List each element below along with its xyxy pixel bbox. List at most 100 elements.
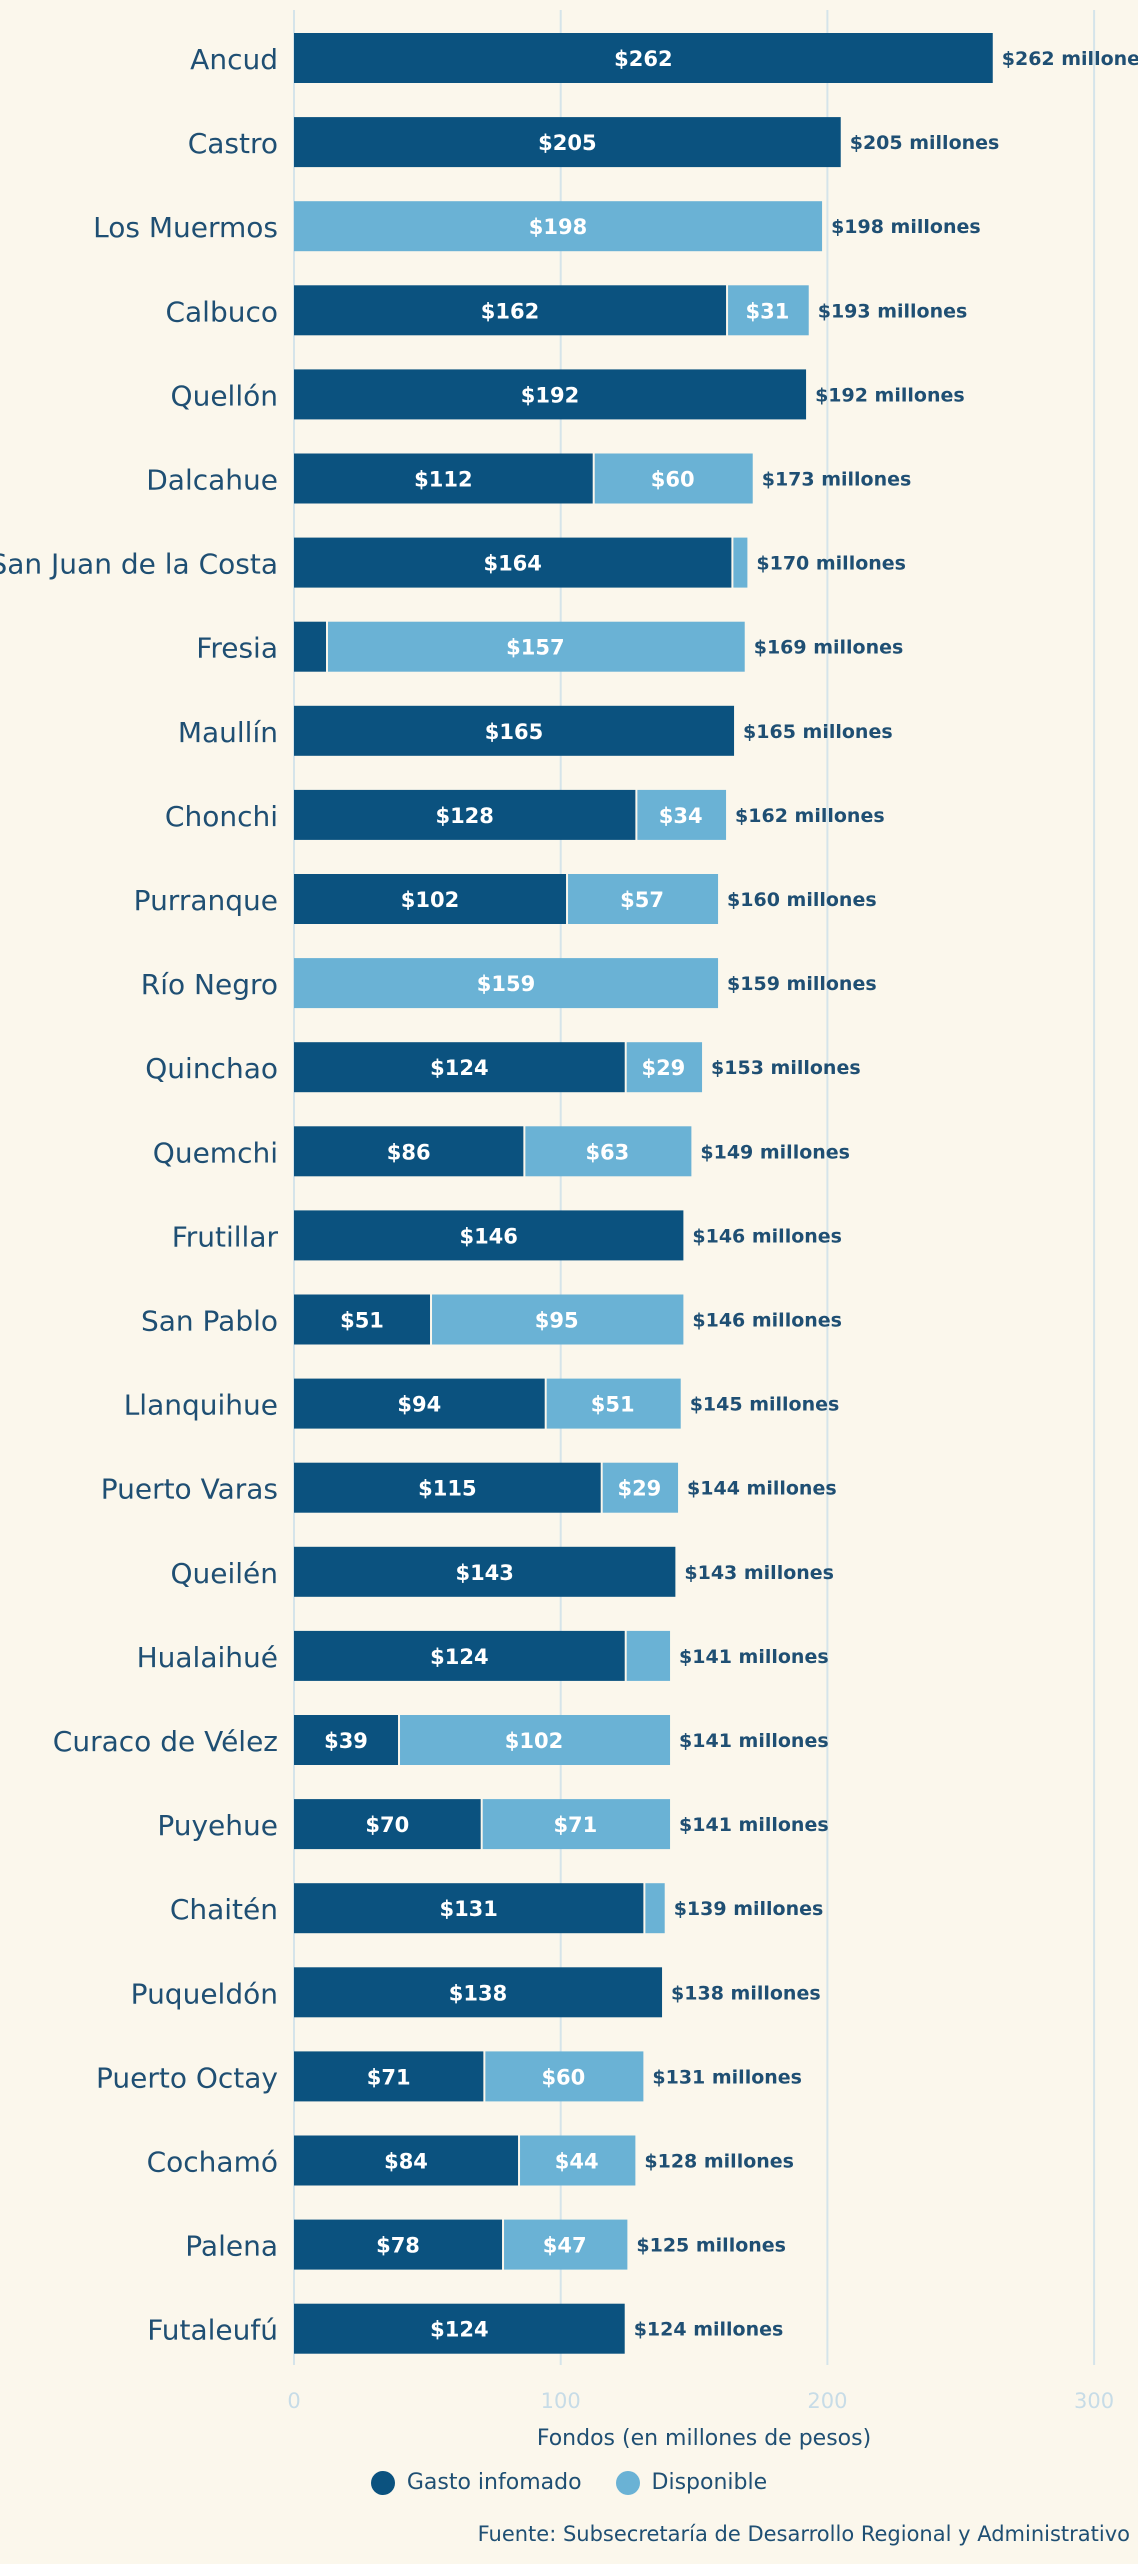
total-label-15: $146 millones xyxy=(692,1310,842,1332)
bar-label-disponible-17: $29 xyxy=(617,1477,661,1501)
bar-label-gasto-13: $86 xyxy=(387,1140,431,1164)
bar-label-disponible-16: $51 xyxy=(591,1393,635,1417)
bar-label-disponible-26: $47 xyxy=(543,2234,587,2258)
bar-label-disponible-20: $102 xyxy=(505,1729,563,1753)
bar-disponible-26 xyxy=(504,2219,628,2270)
category-label-7: Fresia xyxy=(196,632,278,665)
total-label-26: $125 millones xyxy=(636,2235,786,2257)
bar-disponible-10 xyxy=(568,874,719,924)
bar-label-gasto-12: $124 xyxy=(430,1056,488,1080)
x-tick-label-300: 300 xyxy=(1074,2389,1114,2413)
legend-label-gasto: Gasto infomado xyxy=(406,2470,582,2495)
bar-label-disponible-12: $29 xyxy=(641,1056,685,1080)
category-label-23: Puqueldón xyxy=(131,1977,278,2010)
total-label-11: $159 millones xyxy=(727,973,877,995)
bar-disponible-7 xyxy=(328,621,745,672)
total-label-24: $131 millones xyxy=(652,2066,802,2088)
bar-gasto-0 xyxy=(294,33,993,83)
bar-disponible-24 xyxy=(485,2051,644,2102)
bar-disponible-22 xyxy=(645,1883,665,1934)
total-label-0: $262 millones xyxy=(1002,48,1138,70)
bar-label-gasto-1: $205 xyxy=(538,131,596,155)
bar-gasto-25 xyxy=(294,2135,519,2186)
bar-label-gasto-5: $112 xyxy=(414,468,472,492)
category-label-16: Llanquihue xyxy=(124,1389,278,1422)
bar-label-gasto-26: $78 xyxy=(376,2234,420,2258)
category-label-26: Palena xyxy=(185,2230,278,2263)
bar-label-gasto-4: $192 xyxy=(521,383,579,407)
bar-gasto-1 xyxy=(294,117,841,168)
bar-disponible-6 xyxy=(733,537,748,588)
legend-item-gasto: Gasto infomado xyxy=(370,2470,582,2495)
total-label-7: $169 millones xyxy=(754,637,904,659)
total-label-2: $198 millones xyxy=(831,216,981,238)
bar-gasto-23 xyxy=(294,1967,663,2018)
category-label-21: Puyehue xyxy=(157,1809,278,1842)
total-label-21: $141 millones xyxy=(679,1814,829,1836)
category-label-5: Dalcahue xyxy=(146,464,278,497)
bar-gasto-16 xyxy=(294,1378,545,1429)
x-tick-label-100: 100 xyxy=(541,2389,581,2413)
bar-gasto-18 xyxy=(294,1546,676,1597)
bar-gasto-6 xyxy=(294,537,732,588)
bar-gasto-20 xyxy=(294,1715,399,1765)
category-label-15: San Pablo xyxy=(141,1305,278,1338)
x-axis-label: Fondos (en millones de pesos) xyxy=(537,2426,871,2451)
total-label-10: $160 millones xyxy=(727,889,877,911)
bar-label-gasto-6: $164 xyxy=(483,552,541,576)
bar-disponible-13 xyxy=(525,1126,692,1177)
total-label-13: $149 millones xyxy=(700,1141,850,1163)
category-label-4: Quellón xyxy=(171,379,278,412)
bar-label-gasto-24: $71 xyxy=(367,2065,411,2089)
legend-swatch-disponible xyxy=(615,2470,640,2495)
bar-label-gasto-0: $262 xyxy=(614,47,672,71)
category-label-1: Castro xyxy=(188,127,278,160)
bar-label-gasto-17: $115 xyxy=(418,1477,476,1501)
bar-disponible-12 xyxy=(626,1042,703,1093)
bar-label-gasto-16: $94 xyxy=(397,1393,441,1417)
bar-label-gasto-25: $84 xyxy=(384,2150,428,2174)
bar-gasto-15 xyxy=(294,1294,431,1345)
total-label-23: $138 millones xyxy=(671,1982,821,2004)
bar-gasto-4 xyxy=(294,369,807,420)
category-label-12: Quinchao xyxy=(145,1052,278,1085)
bar-disponible-21 xyxy=(482,1799,671,1850)
category-label-25: Cochamó xyxy=(147,2146,278,2179)
total-label-16: $145 millones xyxy=(690,1394,840,1416)
bar-label-disponible-11: $159 xyxy=(477,972,535,996)
bar-gasto-9 xyxy=(294,789,636,840)
bar-gasto-8 xyxy=(294,705,735,756)
bar-label-gasto-20: $39 xyxy=(324,1729,368,1753)
total-label-12: $153 millones xyxy=(711,1057,861,1079)
category-label-18: Queilén xyxy=(170,1557,278,1590)
bar-disponible-2 xyxy=(294,201,823,252)
bar-label-gasto-8: $165 xyxy=(485,720,543,744)
bar-disponible-5 xyxy=(594,453,753,504)
bar-label-disponible-9: $34 xyxy=(659,804,703,828)
bar-disponible-20 xyxy=(400,1715,671,1765)
bar-label-gasto-14: $146 xyxy=(459,1224,517,1248)
category-label-19: Hualaihué xyxy=(137,1641,278,1674)
bar-label-disponible-13: $63 xyxy=(585,1140,629,1164)
bar-disponible-17 xyxy=(602,1462,679,1513)
bar-disponible-9 xyxy=(637,789,727,840)
bar-label-gasto-15: $51 xyxy=(340,1309,384,1333)
category-label-24: Puerto Octay xyxy=(96,2061,278,2094)
bar-gasto-22 xyxy=(294,1883,644,1934)
legend: Gasto infomado Disponible xyxy=(0,2470,1138,2495)
total-label-6: $170 millones xyxy=(756,553,906,575)
bar-disponible-11 xyxy=(294,958,719,1009)
bar-gasto-7 xyxy=(294,621,327,672)
bar-gasto-14 xyxy=(294,1210,684,1261)
category-label-10: Purranque xyxy=(134,884,278,917)
total-label-18: $143 millones xyxy=(684,1562,834,1584)
bar-label-gasto-18: $143 xyxy=(455,1561,513,1585)
category-label-27: Futaleufú xyxy=(147,2314,278,2347)
bar-label-gasto-23: $138 xyxy=(449,1981,507,2005)
total-label-27: $124 millones xyxy=(634,2319,784,2341)
category-label-13: Quemchi xyxy=(153,1136,278,1169)
bar-gasto-10 xyxy=(294,874,567,924)
bar-disponible-19 xyxy=(626,1630,671,1681)
